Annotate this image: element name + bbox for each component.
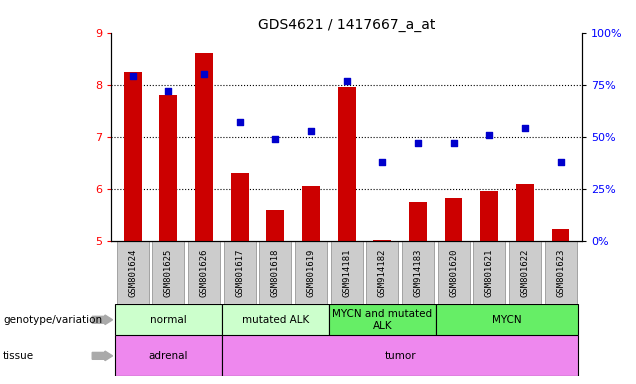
Point <box>199 71 209 77</box>
FancyBboxPatch shape <box>509 241 541 304</box>
FancyBboxPatch shape <box>152 241 184 304</box>
Title: GDS4621 / 1417667_a_at: GDS4621 / 1417667_a_at <box>258 18 435 31</box>
FancyBboxPatch shape <box>295 241 327 304</box>
Bar <box>124 72 142 241</box>
FancyBboxPatch shape <box>188 241 220 304</box>
Point <box>448 140 459 146</box>
FancyBboxPatch shape <box>366 241 398 304</box>
Bar <box>551 230 569 241</box>
Text: GSM801620: GSM801620 <box>449 248 458 297</box>
FancyBboxPatch shape <box>116 241 149 304</box>
FancyBboxPatch shape <box>544 241 577 304</box>
Text: GSM801625: GSM801625 <box>164 248 173 297</box>
FancyBboxPatch shape <box>402 241 434 304</box>
Text: GSM914183: GSM914183 <box>413 248 422 297</box>
Point <box>163 88 174 94</box>
Point <box>306 127 316 134</box>
Point <box>484 132 494 138</box>
Text: GSM801624: GSM801624 <box>128 248 137 297</box>
FancyBboxPatch shape <box>438 241 469 304</box>
Text: MYCN and mutated
ALK: MYCN and mutated ALK <box>332 309 432 331</box>
Bar <box>195 53 213 241</box>
FancyBboxPatch shape <box>436 304 578 335</box>
FancyBboxPatch shape <box>224 241 256 304</box>
Bar <box>338 87 356 241</box>
Point <box>413 140 423 146</box>
FancyBboxPatch shape <box>331 241 363 304</box>
Bar <box>516 184 534 241</box>
Point <box>270 136 280 142</box>
Text: GSM801626: GSM801626 <box>200 248 209 297</box>
Bar <box>480 192 498 241</box>
Point <box>235 119 245 125</box>
Text: tumor: tumor <box>384 351 416 361</box>
Point <box>377 159 387 165</box>
Point <box>555 159 565 165</box>
FancyBboxPatch shape <box>115 335 222 376</box>
Point <box>342 78 352 84</box>
Bar <box>266 210 284 241</box>
Text: normal: normal <box>150 315 187 325</box>
Bar <box>373 240 391 241</box>
Text: GSM801622: GSM801622 <box>520 248 529 297</box>
Bar <box>445 198 462 241</box>
Text: mutated ALK: mutated ALK <box>242 315 309 325</box>
Bar <box>231 173 249 241</box>
Text: genotype/variation: genotype/variation <box>3 315 102 325</box>
Text: GSM801621: GSM801621 <box>485 248 494 297</box>
Text: GSM914181: GSM914181 <box>342 248 351 297</box>
Text: GSM801619: GSM801619 <box>307 248 315 297</box>
FancyBboxPatch shape <box>473 241 505 304</box>
Text: GSM914182: GSM914182 <box>378 248 387 297</box>
Text: adrenal: adrenal <box>149 351 188 361</box>
Text: GSM801618: GSM801618 <box>271 248 280 297</box>
Text: GSM801623: GSM801623 <box>556 248 565 297</box>
FancyBboxPatch shape <box>222 335 578 376</box>
Bar <box>160 95 177 241</box>
FancyBboxPatch shape <box>259 241 291 304</box>
Text: MYCN: MYCN <box>492 315 522 325</box>
FancyBboxPatch shape <box>329 304 436 335</box>
Bar <box>409 202 427 241</box>
FancyBboxPatch shape <box>222 304 329 335</box>
Text: GSM801617: GSM801617 <box>235 248 244 297</box>
Bar <box>302 186 320 241</box>
Point <box>128 73 138 79</box>
Text: tissue: tissue <box>3 351 34 361</box>
Point <box>520 126 530 132</box>
FancyBboxPatch shape <box>115 304 222 335</box>
